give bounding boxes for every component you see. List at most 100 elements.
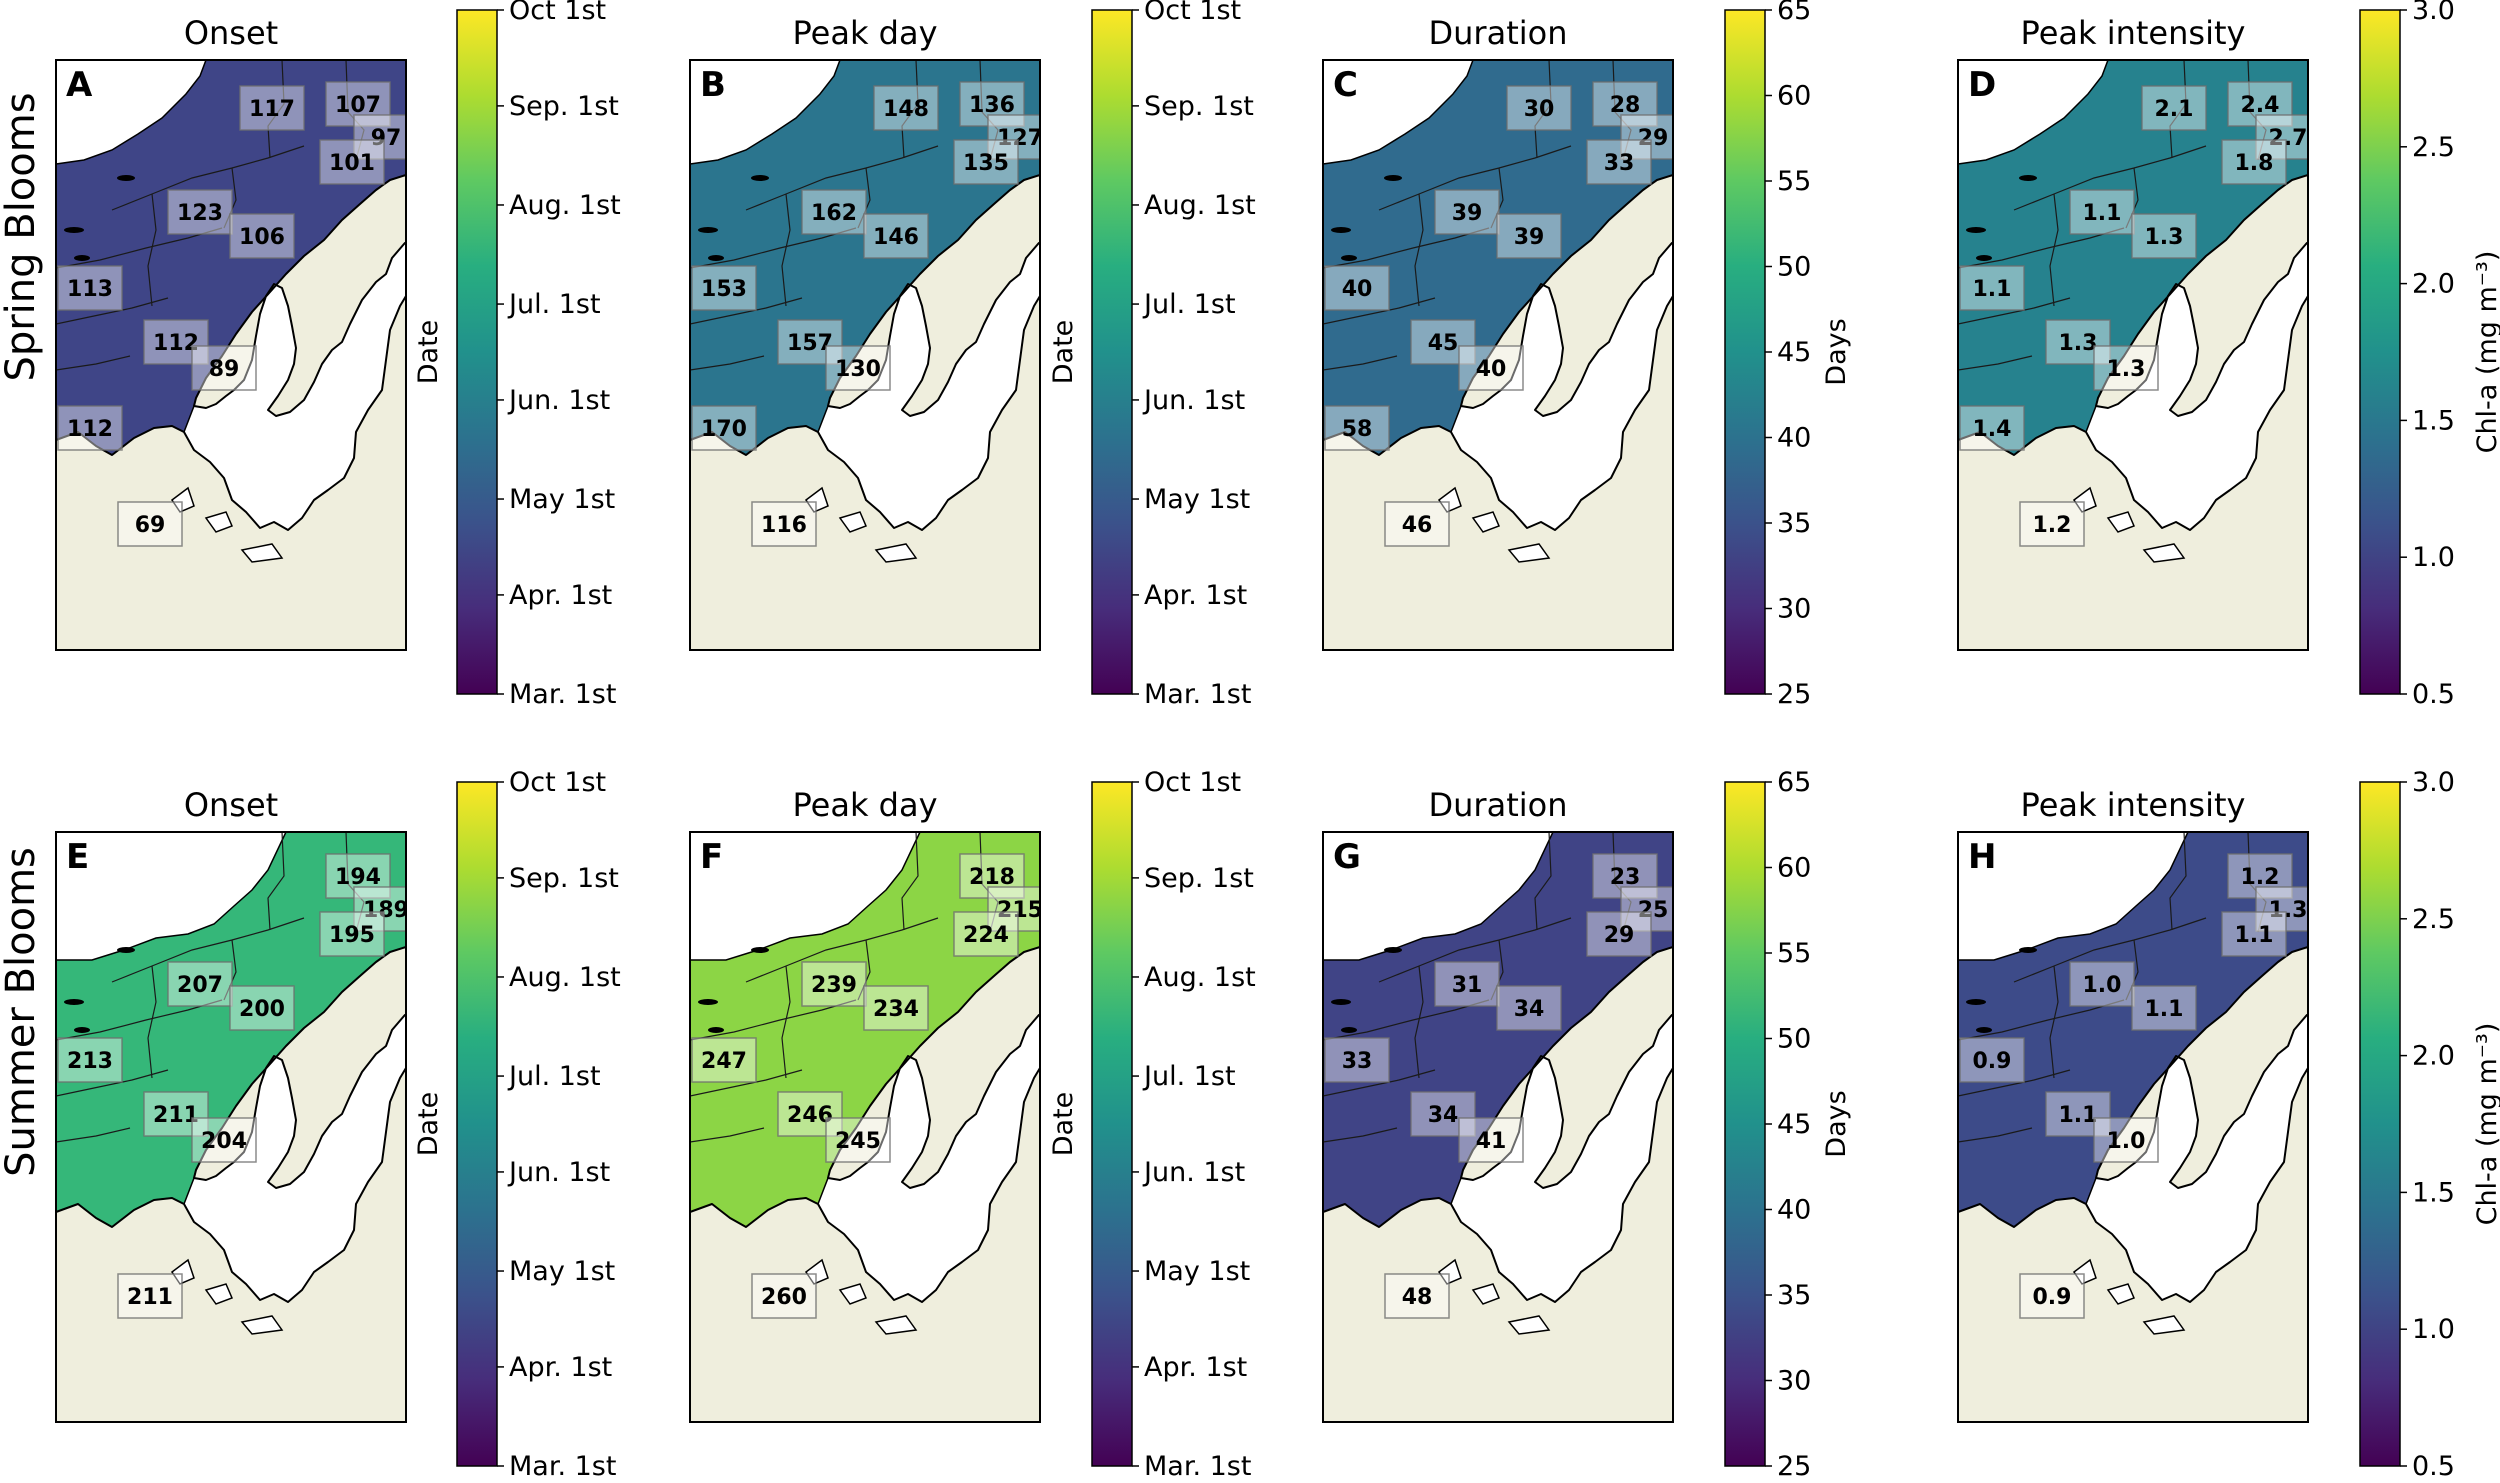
region-value: 58: [1342, 417, 1373, 442]
region-value: 213: [67, 1049, 113, 1074]
panel-letter: A: [66, 65, 93, 105]
colorbar-tick-label: 55: [1777, 938, 1811, 969]
region-label-r5: 31: [1434, 961, 1500, 1007]
region-boundary: [2247, 60, 2267, 161]
label-box: [143, 1091, 209, 1137]
label-box: [2227, 81, 2293, 127]
region-value: 239: [811, 973, 857, 998]
region-value: 34: [1428, 1103, 1459, 1128]
region-boundary: [1323, 1127, 1398, 1143]
label-box: [1592, 81, 1658, 127]
region-value: 218: [969, 865, 1015, 890]
colorbar-e: Oct 1st Sep. 1st Aug. 1st Jul. 1st Jun. 1st M…: [413, 767, 621, 1482]
colorbar-tick-label: Aug. 1st: [509, 962, 621, 993]
colorbar-gradient: [1091, 781, 1133, 1467]
land-mass: [690, 946, 1040, 1422]
label-box: [1620, 886, 1673, 932]
region-label-r2: 2.4: [2227, 81, 2293, 127]
label-box: [1384, 501, 1450, 547]
colorbar-tick-label: Jul. 1st: [507, 1061, 601, 1092]
island: [698, 999, 718, 1005]
land-mass: [56, 174, 406, 650]
region-value: 23: [1610, 865, 1641, 890]
label-box: [57, 405, 123, 451]
island: [2019, 947, 2037, 953]
label-box: [1458, 345, 1524, 391]
colorbar-tick-label: 45: [1777, 1109, 1811, 1140]
region-label-r7: 33: [1324, 1037, 1390, 1083]
colorbar-tick-label: Oct 1st: [509, 0, 606, 26]
island-outline: [2072, 486, 2186, 563]
label-box: [2131, 985, 2197, 1031]
colorbar-tick-label: Aug. 1st: [509, 190, 621, 221]
label-box: [353, 886, 406, 932]
colorbar-tick-label: 55: [1777, 166, 1811, 197]
region-value: 1.3: [2059, 331, 2098, 356]
region-value: 234: [873, 997, 919, 1022]
label-box: [2131, 213, 2197, 259]
colorbar-gradient: [1724, 781, 1766, 1467]
region-value: 2.1: [2155, 97, 2194, 122]
region-value: 40: [1342, 277, 1373, 302]
region-boundary: [781, 193, 791, 307]
region-boundary: [690, 355, 765, 371]
region-boundary: [1414, 965, 1424, 1079]
region-label-r10: 1.4: [1959, 405, 2025, 451]
colorbar-tick-label: 65: [1777, 0, 1811, 26]
region-label-r6: 146: [863, 213, 929, 259]
region-boundary: [690, 297, 803, 325]
label-box: [167, 961, 233, 1007]
region-value: 0.9: [2033, 1285, 2072, 1310]
label-box: [1434, 189, 1500, 235]
region-value: 117: [249, 97, 295, 122]
island: [1966, 227, 1986, 233]
colorbar-tick-label: Sep. 1st: [509, 91, 619, 122]
region-value: 1.1: [2145, 997, 2184, 1022]
label-box: [959, 853, 1025, 899]
panel-letter: H: [1968, 837, 1996, 877]
island-outline: [1437, 1258, 1551, 1335]
colorbar-label: Days: [1821, 318, 1852, 385]
region-label-r9: 204: [191, 1117, 257, 1163]
label-box: [801, 961, 867, 1007]
panel-title: Peak intensity: [2021, 786, 2246, 824]
region-label-r5: 207: [167, 961, 233, 1007]
label-box: [319, 911, 385, 957]
region-boundary: [1958, 1127, 2033, 1143]
colorbar-tick-label: May 1st: [1144, 1256, 1250, 1287]
region-label-r9: 1.3: [2093, 345, 2159, 391]
colorbar-d: 3.0 2.5 2.0 1.5 1.0 0.5 Chl-a (mg m⁻³): [2359, 0, 2500, 710]
colorbar-tick-label: Oct 1st: [1144, 0, 1241, 26]
colorbar-b: Oct 1st Sep. 1st Aug. 1st Jul. 1st Jun. 1st M…: [1048, 0, 1256, 710]
land-mass: [56, 946, 406, 1422]
label-box: [825, 1117, 891, 1163]
label-box: [1496, 213, 1562, 259]
label-box: [1496, 985, 1562, 1031]
label-box: [1959, 265, 2025, 311]
colorbar-tick-label: 30: [1777, 594, 1811, 625]
panel-letter: G: [1333, 837, 1361, 877]
region-boundary: [56, 1127, 131, 1143]
region-value: 1.2: [2241, 865, 2280, 890]
island: [64, 999, 84, 1005]
region-value: 101: [329, 151, 375, 176]
island-outline: [1437, 486, 1551, 563]
island: [708, 255, 724, 261]
region-label-r2: 194: [325, 853, 391, 899]
panel-title: Onset: [184, 786, 278, 824]
region-label-r4: 1.1: [2221, 911, 2287, 957]
panel-letter: E: [66, 837, 89, 877]
region-value: 1.4: [1973, 417, 2012, 442]
region-label-r6: 1.3: [2131, 213, 2197, 259]
region-value: 48: [1402, 1285, 1433, 1310]
colorbar-tick-label: Aug. 1st: [1144, 962, 1256, 993]
region-label-r7: 113: [57, 265, 123, 311]
map-frame: [1322, 831, 1674, 1423]
label-box: [1324, 265, 1390, 311]
colorbar-tick-label: Aug. 1st: [1144, 190, 1256, 221]
region-label-r11: 1.2: [2019, 501, 2085, 547]
region-value: 211: [127, 1285, 173, 1310]
region-label-r11: 0.9: [2019, 1273, 2085, 1319]
